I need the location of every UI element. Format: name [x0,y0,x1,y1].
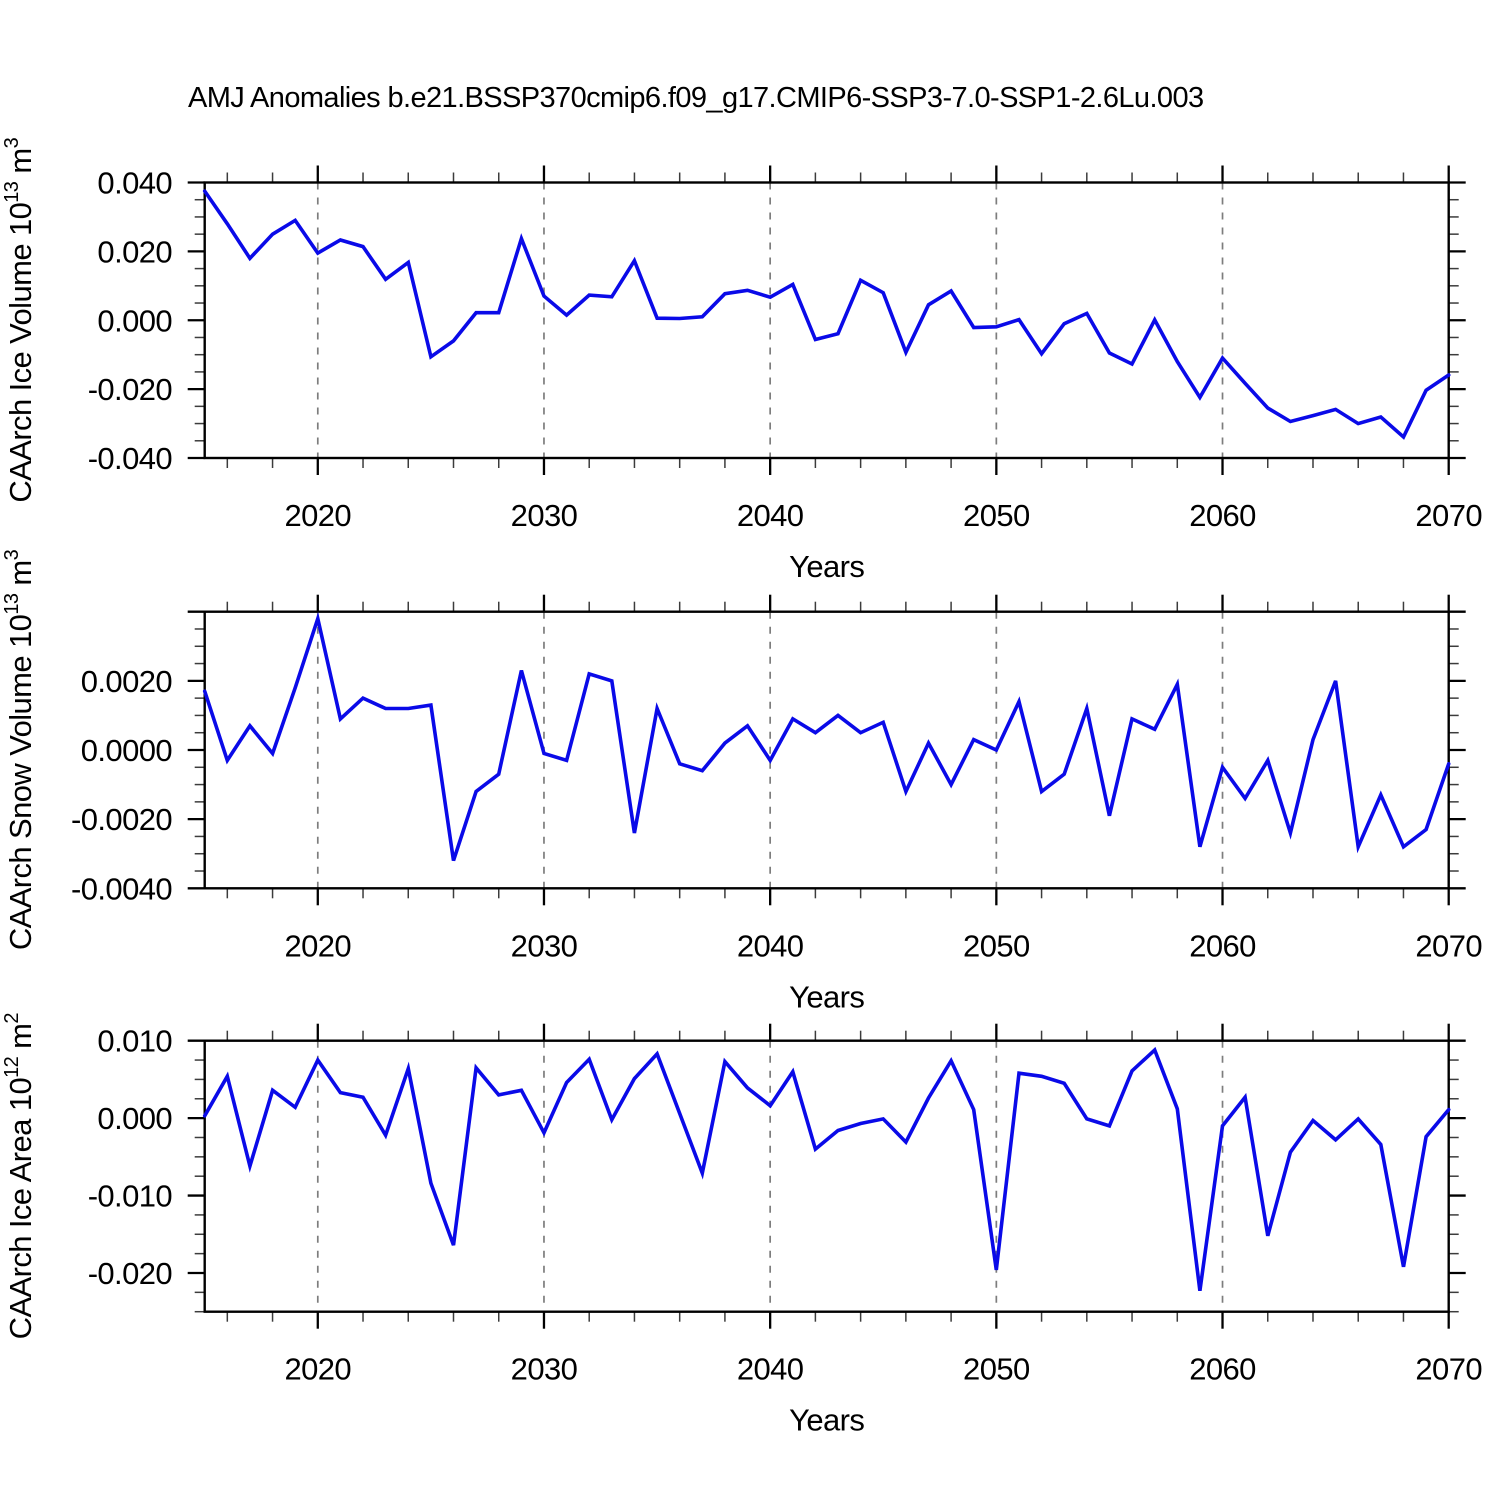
y-tick-label: 0.000 [97,303,172,338]
y-tick-label: -0.040 [88,441,173,476]
plot-frame [203,1039,1450,1313]
x-tick-label: 2050 [963,1352,1030,1387]
y-tick-label: 0.010 [97,1024,172,1059]
x-tick-label: 2030 [511,1352,578,1387]
x-tick-label: 2040 [737,498,804,533]
x-tick-label: 2040 [737,928,804,963]
x-tick-label: 2040 [737,1352,804,1387]
y-tick-label: 0.0020 [81,664,173,699]
x-tick-label: 2020 [285,1352,352,1387]
y-tick-label: 0.040 [97,166,172,201]
y-tick-label: -0.0020 [71,802,172,837]
x-axis-title: Years [789,549,864,584]
y-axis-title: CAArch Snow Volume 1013 m3 [1,549,38,950]
y-tick-label: 0.0000 [81,733,173,768]
x-tick-label: 2050 [963,498,1030,533]
y-axis-title: CAArch Ice Volume 1013 m3 [1,137,38,502]
y-tick-label: -0.0040 [71,871,172,906]
ice-volume-line [202,189,1451,440]
x-axis-title: Years [789,979,864,1014]
x-tick-label: 2050 [963,928,1030,963]
chart-title: AMJ Anomalies b.e21.BSSP370cmip6.f09_g17… [188,82,1204,114]
ice-area-line [202,1046,1451,1292]
x-tick-label: 2020 [285,498,352,533]
y-axis-title: CAArch Ice Area 1012 m2 [1,1013,38,1340]
x-tick-label: 2070 [1415,928,1482,963]
plot-frame [203,181,1450,460]
y-tick-label: -0.020 [88,372,173,407]
x-tick-label: 2030 [511,498,578,533]
x-tick-label: 2060 [1189,1352,1256,1387]
snow-volume-line [202,611,1451,862]
x-tick-label: 2020 [285,928,352,963]
y-tick-label: 0.020 [97,234,172,269]
x-tick-label: 2060 [1189,928,1256,963]
x-tick-label: 2070 [1415,1352,1482,1387]
y-tick-label: 0.000 [97,1101,172,1136]
x-tick-label: 2060 [1189,498,1256,533]
x-axis-title: Years [789,1403,864,1438]
y-tick-label: -0.020 [88,1256,173,1291]
x-tick-label: 2030 [511,928,578,963]
y-tick-label: -0.010 [88,1179,173,1214]
x-tick-label: 2070 [1415,498,1482,533]
plot-frame [203,610,1450,890]
